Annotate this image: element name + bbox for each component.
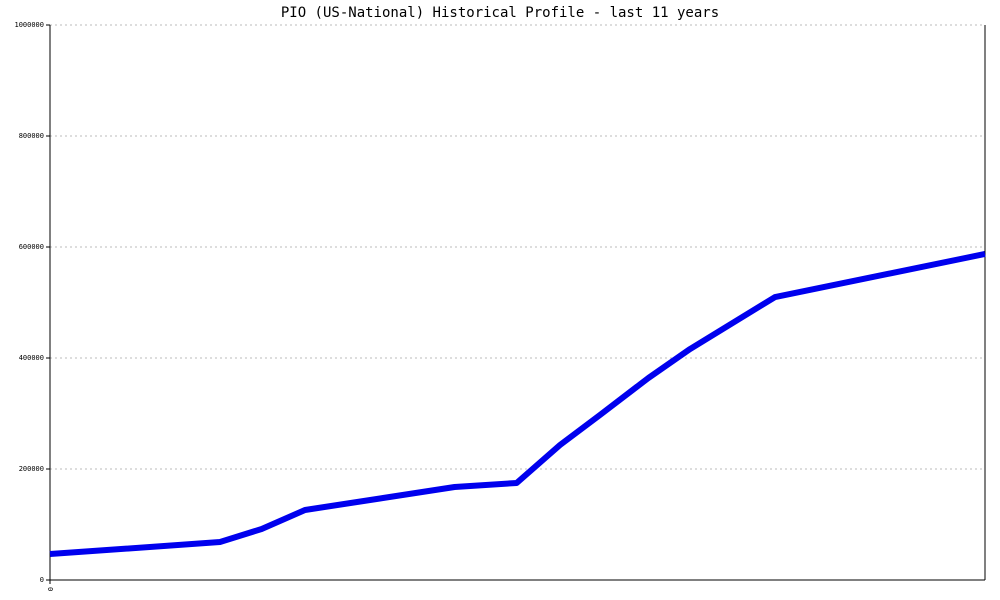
y-tick-label: 0 [40, 576, 44, 584]
y-tick-label: 600000 [19, 243, 44, 251]
y-tick-label: 800000 [19, 132, 44, 140]
chart-title: PIO (US-National) Historical Profile - l… [281, 5, 719, 21]
x-tick-label: 0 [46, 587, 54, 591]
y-tick-label: 1000000 [14, 21, 44, 29]
y-tick-label: 400000 [19, 354, 44, 362]
data-line [49, 251, 986, 558]
y-tick-label: 200000 [19, 465, 44, 473]
